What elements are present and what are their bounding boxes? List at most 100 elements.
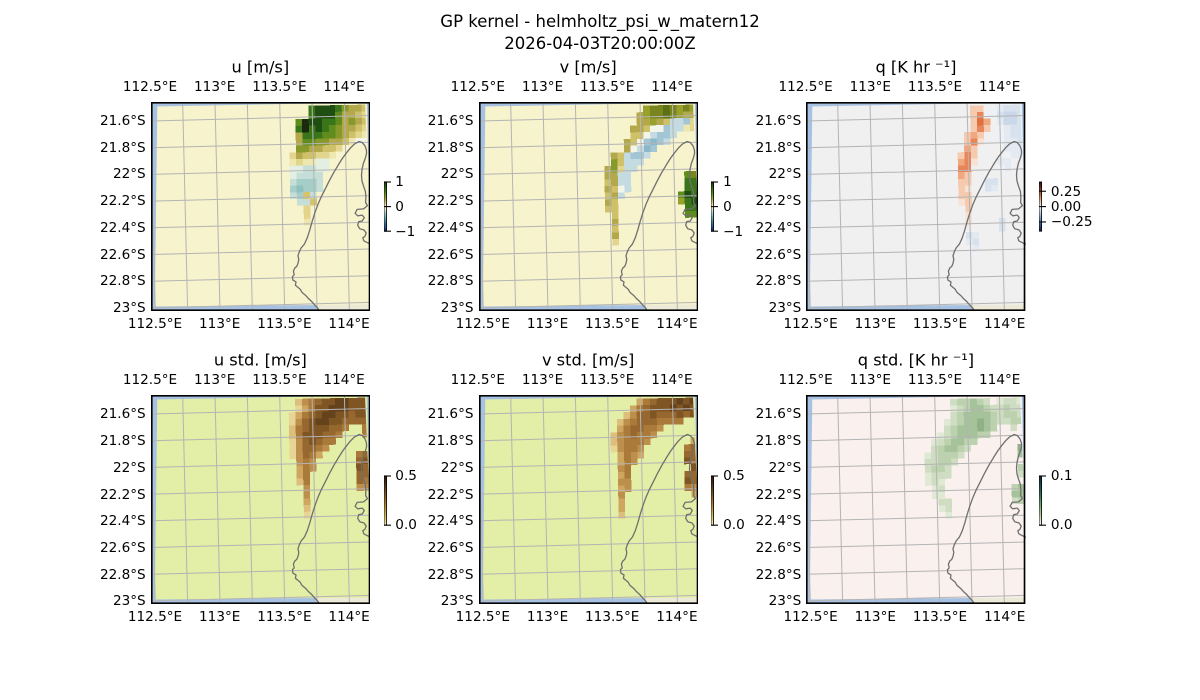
- y-tick: 21.6°S: [755, 406, 802, 423]
- y-tick: 23°S: [440, 299, 474, 316]
- y-tick: 22.6°S: [755, 246, 802, 263]
- x-tick-bottom: 113°E: [854, 609, 896, 626]
- x-tick-bottom: 113°E: [526, 316, 569, 332]
- coastline: [947, 140, 1026, 311]
- x-tick-bottom: 114°E: [656, 609, 698, 626]
- y-tick: 21.8°S: [755, 139, 802, 156]
- map-q_std: [806, 395, 1026, 605]
- colorbar-tick-label-u: −1: [395, 223, 416, 240]
- coastline: [947, 434, 1026, 605]
- x-tick-top: 114°E: [323, 372, 365, 389]
- y-tick: 22.8°S: [755, 566, 802, 583]
- x-tick-top: 114°E: [979, 79, 1021, 95]
- map-v_std: [478, 395, 698, 605]
- x-tick-top: 114°E: [323, 79, 365, 95]
- figure-timestamp: 2026-04-03T20:00:00Z: [504, 34, 696, 53]
- x-tick-top: 113.5°E: [580, 372, 635, 389]
- colorbar-tick-label-v_std: 0.0: [723, 516, 745, 533]
- y-tick: 21.6°S: [427, 406, 474, 423]
- colorbar-tick-label-q: −0.25: [1050, 214, 1093, 231]
- y-tick: 22.8°S: [99, 273, 146, 290]
- x-tick-bottom: 112.5°E: [783, 609, 838, 626]
- panel-title-v_std: v std. [m/s]: [541, 350, 635, 370]
- y-tick: 23°S: [112, 593, 146, 610]
- gridlines: [478, 102, 698, 311]
- y-tick: 22°S: [112, 166, 146, 183]
- y-tick: 22°S: [768, 166, 802, 183]
- x-tick-bottom: 112.5°E: [127, 609, 183, 626]
- x-tick-bottom: 112.5°E: [127, 316, 183, 332]
- y-tick: 22.2°S: [427, 486, 474, 503]
- x-tick-top: 113°E: [849, 372, 891, 389]
- colorbar-tick-label-v_std: 0.5: [723, 467, 745, 484]
- x-tick-top: 113°E: [194, 372, 236, 389]
- colorbar-tick-label-v: 1: [723, 174, 732, 191]
- map-border: [478, 102, 698, 311]
- x-tick-top: 112.5°E: [122, 372, 178, 389]
- x-tick-bottom: 113°E: [199, 316, 241, 332]
- colorbar-tick-label-u: 1: [395, 174, 404, 191]
- x-tick-bottom: 114°E: [328, 609, 370, 626]
- x-tick-top: 113.5°E: [907, 79, 963, 95]
- y-tick: 22°S: [112, 459, 146, 476]
- y-tick: 21.6°S: [99, 406, 146, 423]
- x-tick-bottom: 114°E: [328, 316, 370, 332]
- x-tick-bottom: 113.5°E: [257, 609, 312, 626]
- y-tick: 22.8°S: [99, 566, 146, 583]
- colorbar-q_std: [1039, 475, 1047, 526]
- panel-title-q_std: q std. [K hr ⁻¹]: [857, 350, 975, 370]
- x-tick-bottom: 113°E: [854, 316, 896, 332]
- y-tick: 23°S: [768, 593, 802, 610]
- x-tick-top: 112.5°E: [450, 372, 505, 389]
- x-tick-top: 113.5°E: [252, 79, 307, 95]
- map-u: [150, 102, 370, 311]
- figure-title: GP kernel - helmholtz_psi_w_matern12: [440, 12, 760, 31]
- x-tick-top: 112.5°E: [450, 79, 505, 95]
- y-tick: 21.8°S: [99, 139, 146, 156]
- x-tick-bottom: 114°E: [656, 316, 698, 332]
- x-tick-bottom: 112.5°E: [455, 316, 510, 332]
- gridlines: [150, 395, 370, 605]
- y-tick: 22.2°S: [427, 193, 474, 210]
- y-tick: 23°S: [440, 593, 474, 610]
- y-tick: 22.4°S: [755, 219, 802, 236]
- heatmap-cells-u: [289, 104, 369, 226]
- coastline: [619, 140, 698, 311]
- y-tick: 22.4°S: [755, 513, 802, 530]
- x-tick-bottom: 114°E: [984, 609, 1026, 626]
- x-tick-top: 112.5°E: [778, 372, 833, 389]
- y-tick: 22.6°S: [755, 539, 802, 556]
- y-tick: 22.8°S: [427, 273, 474, 290]
- colorbar-tick-label-q: 0.25: [1050, 183, 1082, 200]
- coastline: [291, 434, 370, 605]
- map-border: [150, 395, 370, 605]
- y-tick: 22.6°S: [427, 246, 474, 263]
- map-border: [806, 102, 1026, 311]
- x-tick-bottom: 113.5°E: [257, 316, 312, 332]
- map-border: [478, 395, 698, 605]
- x-tick-bottom: 113.5°E: [585, 609, 640, 626]
- panel-title-q: q [K hr ⁻¹]: [875, 57, 957, 77]
- x-tick-bottom: 112.5°E: [455, 609, 510, 626]
- heatmap-cells-v: [603, 104, 698, 246]
- y-tick: 21.6°S: [99, 113, 146, 129]
- colorbar-tick-label-q: 0.00: [1050, 198, 1082, 215]
- colorbar-gradient: [383, 475, 387, 525]
- colorbar-u: [383, 181, 391, 233]
- panel-title-u_std: u std. [m/s]: [213, 350, 307, 370]
- x-tick-top: 114°E: [979, 372, 1021, 389]
- y-tick: 22.6°S: [427, 539, 474, 556]
- gridlines: [806, 102, 1026, 311]
- y-tick: 21.8°S: [427, 433, 474, 450]
- x-tick-top: 114°E: [651, 79, 693, 95]
- x-tick-bottom: 113°E: [199, 609, 241, 626]
- coastline: [619, 434, 698, 605]
- colorbar-gradient: [711, 475, 714, 525]
- y-tick: 21.8°S: [427, 139, 474, 156]
- y-tick: 21.6°S: [427, 113, 474, 129]
- x-tick-top: 112.5°E: [122, 79, 178, 95]
- y-tick: 22.4°S: [99, 513, 146, 530]
- x-tick-bottom: 113.5°E: [585, 316, 640, 332]
- map-border: [806, 395, 1026, 605]
